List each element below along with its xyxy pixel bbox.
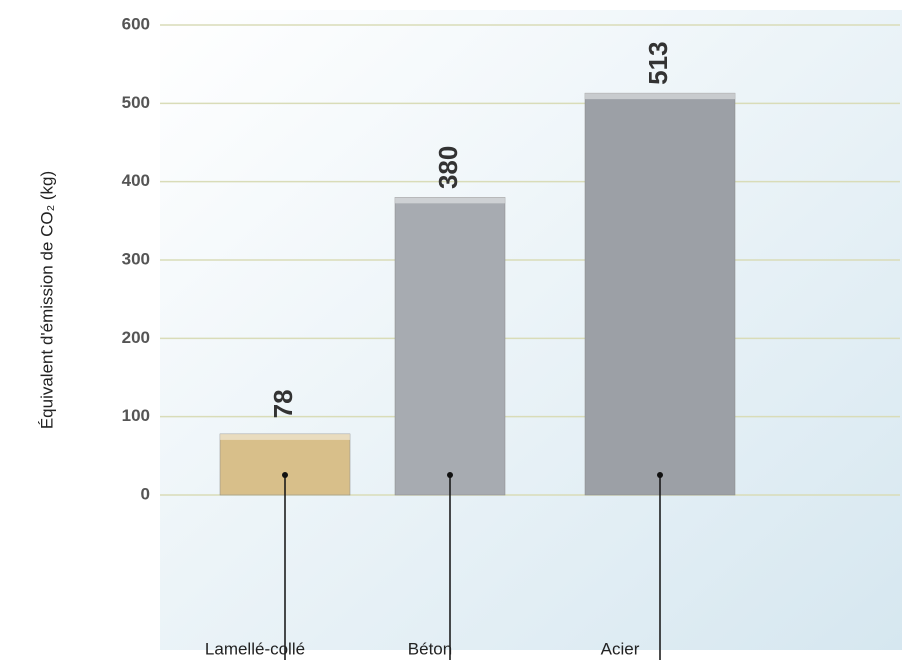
value-label: 380 xyxy=(433,146,463,189)
plot-background xyxy=(160,10,902,650)
y-tick-label: 100 xyxy=(122,406,150,425)
y-axis-label: Équivalent d'émission de CO₂ (kg) xyxy=(37,171,56,429)
leader-dot xyxy=(282,472,288,478)
bar xyxy=(584,92,736,496)
bar-top xyxy=(585,93,735,100)
y-tick-label: 300 xyxy=(122,249,150,268)
leader-dot xyxy=(447,472,453,478)
x-tick-label: Acier xyxy=(601,639,640,658)
value-label: 78 xyxy=(268,389,298,418)
leader-dot xyxy=(657,472,663,478)
y-tick-label: 200 xyxy=(122,328,150,347)
y-tick-label: 0 xyxy=(141,484,150,503)
x-tick-label: Béton xyxy=(408,639,452,658)
value-label: 513 xyxy=(643,41,673,84)
y-tick-label: 400 xyxy=(122,171,150,190)
bar-top xyxy=(220,433,350,440)
y-tick-label: 500 xyxy=(122,93,150,112)
bar xyxy=(394,197,506,496)
bar-top xyxy=(395,197,505,204)
y-tick-label: 600 xyxy=(122,14,150,33)
x-tick-label: Lamellé-collé xyxy=(205,639,305,658)
